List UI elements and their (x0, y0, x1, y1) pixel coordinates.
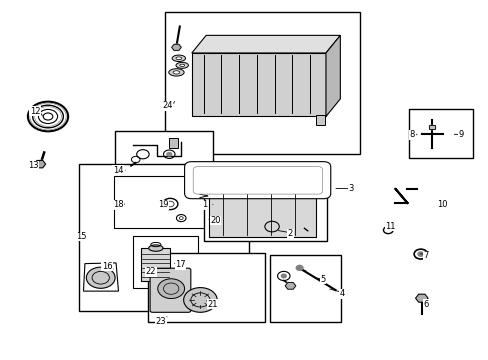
Text: 11: 11 (384, 222, 395, 231)
Ellipse shape (148, 245, 163, 251)
Text: 16: 16 (102, 262, 112, 271)
Text: 17: 17 (175, 260, 185, 269)
FancyBboxPatch shape (193, 167, 322, 194)
Circle shape (198, 173, 209, 181)
Polygon shape (191, 35, 340, 53)
Polygon shape (191, 53, 325, 117)
Text: 14: 14 (113, 166, 123, 175)
Text: 2: 2 (287, 229, 292, 238)
Circle shape (417, 252, 423, 256)
Bar (165, 13, 359, 154)
Ellipse shape (168, 69, 184, 76)
Text: 15: 15 (76, 232, 87, 241)
Text: 1: 1 (202, 200, 207, 209)
Text: 5: 5 (320, 275, 325, 284)
Circle shape (166, 153, 171, 156)
Text: 18: 18 (112, 200, 123, 209)
Text: 23: 23 (156, 317, 166, 326)
Bar (79, 164, 249, 311)
Bar (169, 138, 178, 148)
Text: 21: 21 (207, 300, 218, 309)
Ellipse shape (180, 64, 184, 67)
Polygon shape (325, 35, 340, 117)
Bar (133, 236, 197, 288)
Bar (147, 253, 264, 322)
Text: 10: 10 (436, 200, 446, 209)
Bar (141, 248, 170, 280)
Text: 7: 7 (422, 251, 427, 260)
Text: 19: 19 (158, 200, 168, 209)
Text: 8: 8 (408, 130, 414, 139)
Text: 4: 4 (339, 289, 344, 298)
Text: 24: 24 (162, 102, 173, 111)
Text: 12: 12 (30, 107, 40, 116)
Circle shape (296, 265, 303, 270)
Ellipse shape (176, 57, 182, 60)
Ellipse shape (176, 62, 188, 68)
Circle shape (86, 267, 115, 288)
Text: 3: 3 (348, 184, 353, 193)
Bar (408, 109, 472, 158)
Circle shape (281, 274, 285, 278)
Text: 22: 22 (145, 267, 156, 276)
Text: 6: 6 (422, 300, 427, 309)
Bar (114, 176, 240, 228)
Bar (269, 255, 341, 322)
FancyBboxPatch shape (184, 162, 330, 199)
Bar (115, 131, 213, 173)
Text: 20: 20 (210, 216, 221, 225)
Text: 13: 13 (28, 161, 39, 170)
Bar (316, 115, 325, 125)
Bar (208, 175, 316, 237)
Text: 9: 9 (458, 130, 463, 139)
Circle shape (183, 288, 217, 312)
Circle shape (158, 279, 184, 298)
Ellipse shape (172, 55, 185, 62)
FancyBboxPatch shape (150, 268, 190, 312)
Ellipse shape (173, 71, 180, 74)
Bar (203, 165, 326, 241)
